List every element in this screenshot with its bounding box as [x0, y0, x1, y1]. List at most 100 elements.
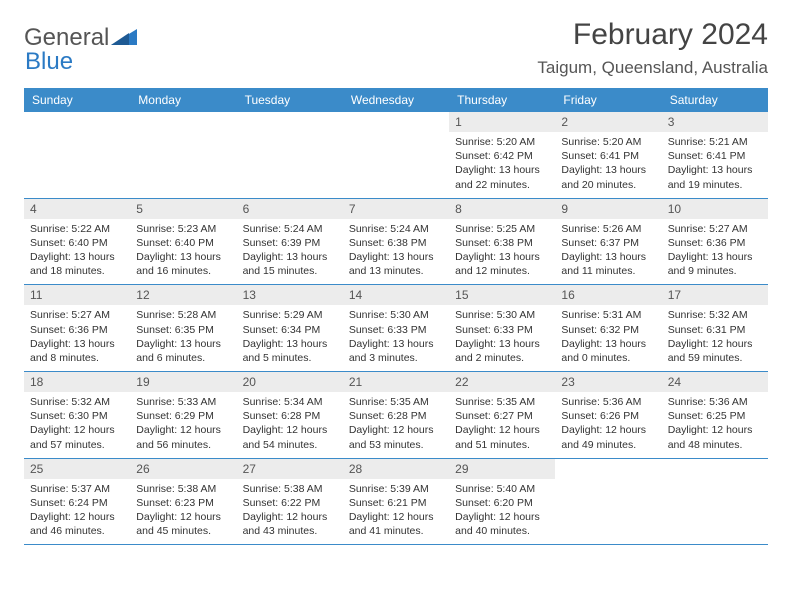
- week-row: 4Sunrise: 5:22 AMSunset: 6:40 PMDaylight…: [24, 198, 768, 285]
- sunrise-text: Sunrise: 5:25 AM: [455, 222, 549, 236]
- sunset-text: Sunset: 6:37 PM: [561, 236, 655, 250]
- day-cell: 13 Sunrise: 5:29 AMSunset: 6:34 PMDayligh…: [237, 285, 343, 371]
- day-info: Sunrise: 5:27 AMSunset: 6:36 PMDaylight:…: [666, 222, 764, 279]
- sunset-text: Sunset: 6:26 PM: [561, 409, 655, 423]
- day-number: [662, 459, 768, 479]
- sunset-text: Sunset: 6:30 PM: [30, 409, 124, 423]
- sunrise-text: Sunrise: 5:39 AM: [349, 482, 443, 496]
- daylight-text: Daylight: 13 hours: [455, 250, 549, 264]
- daylight-text: Daylight: 13 hours: [561, 163, 655, 177]
- sunrise-text: Sunrise: 5:20 AM: [455, 135, 549, 149]
- daylight-text: and 51 minutes.: [455, 438, 549, 452]
- day-info: Sunrise: 5:29 AMSunset: 6:34 PMDaylight:…: [241, 308, 339, 365]
- daylight-text: and 8 minutes.: [30, 351, 124, 365]
- day-number: 17: [662, 285, 768, 305]
- sunset-text: Sunset: 6:40 PM: [136, 236, 230, 250]
- daylight-text: and 9 minutes.: [668, 264, 762, 278]
- day-cell: 7Sunrise: 5:24 AMSunset: 6:38 PMDaylight…: [343, 199, 449, 285]
- day-info: Sunrise: 5:34 AMSunset: 6:28 PMDaylight:…: [241, 395, 339, 452]
- daylight-text: Daylight: 12 hours: [455, 423, 549, 437]
- day-number: 28: [343, 459, 449, 479]
- sunrise-text: Sunrise: 5:40 AM: [455, 482, 549, 496]
- day-info: Sunrise: 5:37 AMSunset: 6:24 PMDaylight:…: [28, 482, 126, 539]
- day-number: 12: [130, 285, 236, 305]
- sunrise-text: Sunrise: 5:30 AM: [455, 308, 549, 322]
- header: General February 2024 Taigum, Queensland…: [24, 18, 768, 78]
- daylight-text: Daylight: 13 hours: [668, 250, 762, 264]
- daylight-text: Daylight: 12 hours: [30, 510, 124, 524]
- day-info: Sunrise: 5:38 AMSunset: 6:22 PMDaylight:…: [241, 482, 339, 539]
- sunrise-text: Sunrise: 5:24 AM: [349, 222, 443, 236]
- sunrise-text: Sunrise: 5:22 AM: [30, 222, 124, 236]
- day-cell: [555, 459, 661, 545]
- daylight-text: and 2 minutes.: [455, 351, 549, 365]
- daylight-text: Daylight: 12 hours: [668, 337, 762, 351]
- daylight-text: and 48 minutes.: [668, 438, 762, 452]
- day-number: 8: [449, 199, 555, 219]
- sunset-text: Sunset: 6:38 PM: [455, 236, 549, 250]
- day-cell: 6Sunrise: 5:24 AMSunset: 6:39 PMDaylight…: [237, 199, 343, 285]
- daylight-text: and 11 minutes.: [561, 264, 655, 278]
- daylight-text: and 56 minutes.: [136, 438, 230, 452]
- day-cell: 2Sunrise: 5:20 AMSunset: 6:41 PMDaylight…: [555, 112, 661, 198]
- sunrise-text: Sunrise: 5:36 AM: [668, 395, 762, 409]
- daylight-text: Daylight: 12 hours: [136, 423, 230, 437]
- day-number: 10: [662, 199, 768, 219]
- day-info: Sunrise: 5:25 AMSunset: 6:38 PMDaylight:…: [453, 222, 551, 279]
- weekday-label: Sunday: [24, 88, 130, 112]
- day-number: 16: [555, 285, 661, 305]
- day-number: 13: [237, 285, 343, 305]
- day-cell: 21Sunrise: 5:35 AMSunset: 6:28 PMDayligh…: [343, 372, 449, 458]
- day-number: 29: [449, 459, 555, 479]
- weekday-label: Wednesday: [343, 88, 449, 112]
- daylight-text: Daylight: 13 hours: [136, 337, 230, 351]
- sunrise-text: Sunrise: 5:26 AM: [561, 222, 655, 236]
- sunrise-text: Sunrise: 5:33 AM: [136, 395, 230, 409]
- daylight-text: Daylight: 13 hours: [30, 337, 124, 351]
- daylight-text: and 6 minutes.: [136, 351, 230, 365]
- day-cell: 27 Sunrise: 5:38 AMSunset: 6:22 PMDayligh…: [237, 459, 343, 545]
- day-number: 7: [343, 199, 449, 219]
- day-cell: 23Sunrise: 5:36 AMSunset: 6:26 PMDayligh…: [555, 372, 661, 458]
- sunset-text: Sunset: 6:38 PM: [349, 236, 443, 250]
- day-number: 20: [237, 372, 343, 392]
- daylight-text: Daylight: 13 hours: [561, 337, 655, 351]
- daylight-text: Daylight: 12 hours: [668, 423, 762, 437]
- sunset-text: Sunset: 6:42 PM: [455, 149, 549, 163]
- day-info: Sunrise: 5:30 AMSunset: 6:33 PMDaylight:…: [347, 308, 445, 365]
- day-cell: 20 Sunrise: 5:34 AMSunset: 6:28 PMDayligh…: [237, 372, 343, 458]
- day-cell: 10 Sunrise: 5:27 AMSunset: 6:36 PMDayligh…: [662, 199, 768, 285]
- sunset-text: Sunset: 6:28 PM: [243, 409, 337, 423]
- daylight-text: Daylight: 13 hours: [243, 337, 337, 351]
- day-number: 19: [130, 372, 236, 392]
- daylight-text: and 19 minutes.: [668, 178, 762, 192]
- sunset-text: Sunset: 6:41 PM: [561, 149, 655, 163]
- day-cell: 29 Sunrise: 5:40 AMSunset: 6:20 PMDayligh…: [449, 459, 555, 545]
- daylight-text: and 41 minutes.: [349, 524, 443, 538]
- day-info: Sunrise: 5:40 AMSunset: 6:20 PMDaylight:…: [453, 482, 551, 539]
- calendar-body: 1Sunrise: 5:20 AMSunset: 6:42 PMDaylight…: [24, 112, 768, 545]
- day-info: Sunrise: 5:20 AMSunset: 6:42 PMDaylight:…: [453, 135, 551, 192]
- sunset-text: Sunset: 6:34 PM: [243, 323, 337, 337]
- day-cell: 15Sunrise: 5:30 AMSunset: 6:33 PMDayligh…: [449, 285, 555, 371]
- weekday-label: Thursday: [449, 88, 555, 112]
- week-row: 11Sunrise: 5:27 AMSunset: 6:36 PMDayligh…: [24, 284, 768, 371]
- day-info: Sunrise: 5:21 AMSunset: 6:41 PMDaylight:…: [666, 135, 764, 192]
- day-cell: 16Sunrise: 5:31 AMSunset: 6:32 PMDayligh…: [555, 285, 661, 371]
- day-info: Sunrise: 5:33 AMSunset: 6:29 PMDaylight:…: [134, 395, 232, 452]
- daylight-text: Daylight: 13 hours: [455, 163, 549, 177]
- logo-word2: Blue: [25, 48, 73, 75]
- day-number: 3: [662, 112, 768, 132]
- daylight-text: and 16 minutes.: [136, 264, 230, 278]
- daylight-text: and 13 minutes.: [349, 264, 443, 278]
- daylight-text: and 49 minutes.: [561, 438, 655, 452]
- day-info: Sunrise: 5:32 AMSunset: 6:30 PMDaylight:…: [28, 395, 126, 452]
- daylight-text: Daylight: 13 hours: [349, 337, 443, 351]
- sunrise-text: Sunrise: 5:28 AM: [136, 308, 230, 322]
- day-cell: [237, 112, 343, 198]
- day-cell: [130, 112, 236, 198]
- day-number: 11: [24, 285, 130, 305]
- sunset-text: Sunset: 6:20 PM: [455, 496, 549, 510]
- day-number: 27: [237, 459, 343, 479]
- day-cell: 5Sunrise: 5:23 AMSunset: 6:40 PMDaylight…: [130, 199, 236, 285]
